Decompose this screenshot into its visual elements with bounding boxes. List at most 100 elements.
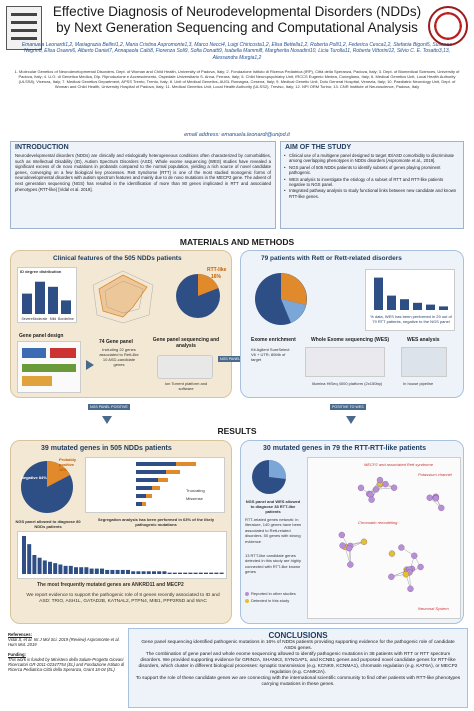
network-node	[382, 481, 389, 488]
gene-frequency-bars	[22, 536, 224, 574]
gene-frequency-bar	[63, 565, 68, 574]
wes-diagnosis-note: NGS panel and WES allowed to diagnose 38…	[245, 499, 301, 514]
legend-detected: Detected in this study	[251, 598, 290, 603]
gene-frequency-bar	[37, 557, 42, 574]
wes-title: Whole Exome sequencing (WES)	[311, 337, 390, 343]
recurrent-genes-note: We report evidence to support the pathog…	[26, 593, 220, 604]
gene-frequency-bar	[157, 571, 162, 574]
legend-dot-reported	[245, 592, 249, 596]
aim-item: NGS panel of 505 NDDs patients to identi…	[284, 165, 459, 176]
gene-panel-detail: Including 22 genes associated to Rett-li…	[99, 347, 139, 367]
rett-bar	[439, 306, 448, 310]
ngs-positive-tag: NGS PANEL POSITIVE	[88, 404, 130, 410]
gene-frequency-bar	[146, 571, 151, 574]
gene-frequency-bar	[79, 567, 84, 574]
gene-frequency-bar	[204, 572, 208, 574]
rett-bars	[374, 277, 448, 310]
gene-frequency-bar	[68, 565, 73, 574]
legend-dot-detected	[245, 599, 249, 603]
gene-panel-design-image	[17, 341, 81, 393]
legend-truncating: Truncating	[186, 488, 205, 493]
rtt-like-pie	[176, 274, 220, 318]
id-degree-bar	[35, 281, 45, 314]
rtt-diagnosis-pie	[252, 459, 287, 494]
gene-network	[338, 476, 445, 592]
wes-platform-label: Illumina HiSeq 4000 platform (2x150bp)	[311, 381, 383, 386]
network-node	[438, 504, 445, 512]
conclusions-text-1: Gene panel sequencing identified pathoge…	[141, 640, 455, 651]
gene-frequency-bar	[84, 567, 89, 574]
network-node	[398, 544, 405, 551]
most-frequent-note: The most frequently mutated genes are AN…	[37, 582, 184, 588]
methods-right-panel: 79 patients with Rett or Rett-related di…	[240, 250, 464, 398]
segregation-note: Segregation analysis has been performed …	[97, 517, 215, 527]
gene-frequency-bar	[193, 572, 198, 574]
gene-frequency-bar	[183, 572, 188, 574]
methods-heading: MATERIALS AND METHODS	[179, 237, 295, 247]
gene-frequency-bar	[178, 572, 182, 574]
gene-frequency-bar	[131, 571, 136, 574]
gene-frequency-bar	[94, 568, 99, 574]
cluster-chromatin-label: Chromatin remodeling	[358, 520, 398, 525]
rett-bar	[400, 299, 409, 310]
poster-header: Effective Diagnosis of Neurodevelopmenta…	[0, 0, 474, 110]
network-node	[388, 573, 395, 580]
introduction-heading: INTRODUCTION	[15, 144, 69, 151]
conclusions-text-3: To support the role of these candidate g…	[135, 676, 461, 687]
wes-analysis-label: WES analysis	[407, 337, 440, 343]
legend-reported: Reported in other studies	[251, 591, 296, 596]
in-house-pipeline-image	[401, 347, 447, 377]
candidate-genes-note: 13 RTT-like candidate genes detected in …	[245, 553, 302, 575]
id-degree-tick-label: Mild	[50, 317, 56, 321]
rett-patients-title: 79 patients with Rett or Rett-related di…	[261, 255, 402, 262]
rett-bar	[413, 302, 422, 310]
aim-item: Clinical use of a multigene panel design…	[284, 153, 459, 164]
id-degree-tick-label: Severe	[21, 317, 32, 321]
network-node	[388, 550, 396, 557]
results-heading: RESULTS	[217, 426, 257, 436]
network-node	[372, 486, 380, 493]
university-logo-left	[6, 6, 42, 50]
gene-frequency-bar	[214, 572, 219, 574]
cluster-neuronal-label: Neuronal System	[418, 606, 449, 611]
network-node	[347, 561, 354, 568]
results-left-panel: 39 mutated genes in 505 NDDs patients Ne…	[10, 440, 232, 624]
gene-frequency-bar	[198, 572, 203, 574]
sequencing-title: Gene panel sequencing and analysis	[152, 337, 220, 349]
network-node	[411, 552, 418, 559]
ngs-negative-tag: NGS PANEL NEGATIVE	[218, 356, 262, 362]
gene-frequency-bar	[27, 544, 32, 574]
id-degree-label: ID degree distribution	[20, 269, 62, 274]
id-degree-tick-label: Borderline	[58, 317, 74, 321]
network-node	[402, 571, 410, 578]
network-node	[426, 494, 433, 501]
introduction-text: Neurodevelopmental disorders (NDDs) are …	[15, 153, 271, 192]
aim-box: AIM OF THE STUDY Clinical use of a multi…	[280, 141, 464, 229]
gene-frequency-chart	[17, 531, 227, 579]
gene-frequency-bar	[58, 564, 63, 574]
results-right-panel: 30 mutated genes in 79 the RTT-RTT-like …	[240, 440, 464, 624]
contact-email[interactable]: email address: emanuela.leonardi@unipd.i…	[184, 132, 290, 138]
aim-heading: AIM OF THE STUDY	[285, 144, 352, 151]
gene-frequency-bar	[167, 572, 172, 574]
gene-frequency-bar	[162, 571, 167, 574]
aim-item: WES analysis to investigate the etiology…	[284, 177, 459, 188]
network-node	[360, 538, 368, 545]
gene-frequency-bar	[89, 568, 94, 574]
legend-missense: Missense	[186, 496, 203, 501]
pie-positive-label: Probably positive 16%	[59, 457, 77, 472]
rtt-like-percent: 16%	[211, 274, 222, 280]
conclusions-text-2: The combination of gene panel and whole …	[138, 652, 458, 675]
network-node	[368, 496, 375, 503]
rtt-like-label: RTT-like	[207, 267, 227, 273]
network-node	[407, 585, 414, 592]
gene-frequency-bar	[100, 568, 104, 574]
gene-frequency-bar	[53, 563, 58, 574]
pie-negative-label: Negative 84%	[21, 475, 47, 480]
rett-bar-chart: % data, WES has been performed in 29 out…	[365, 269, 455, 331]
flow-arrow	[86, 360, 94, 370]
gene-panel-label: 74 Gene panel	[99, 339, 133, 345]
rett-pie-chart	[255, 273, 307, 325]
gene-frequency-bar	[152, 571, 156, 574]
id-degree-bars: Severe Moderate Mild Borderline	[21, 281, 74, 321]
